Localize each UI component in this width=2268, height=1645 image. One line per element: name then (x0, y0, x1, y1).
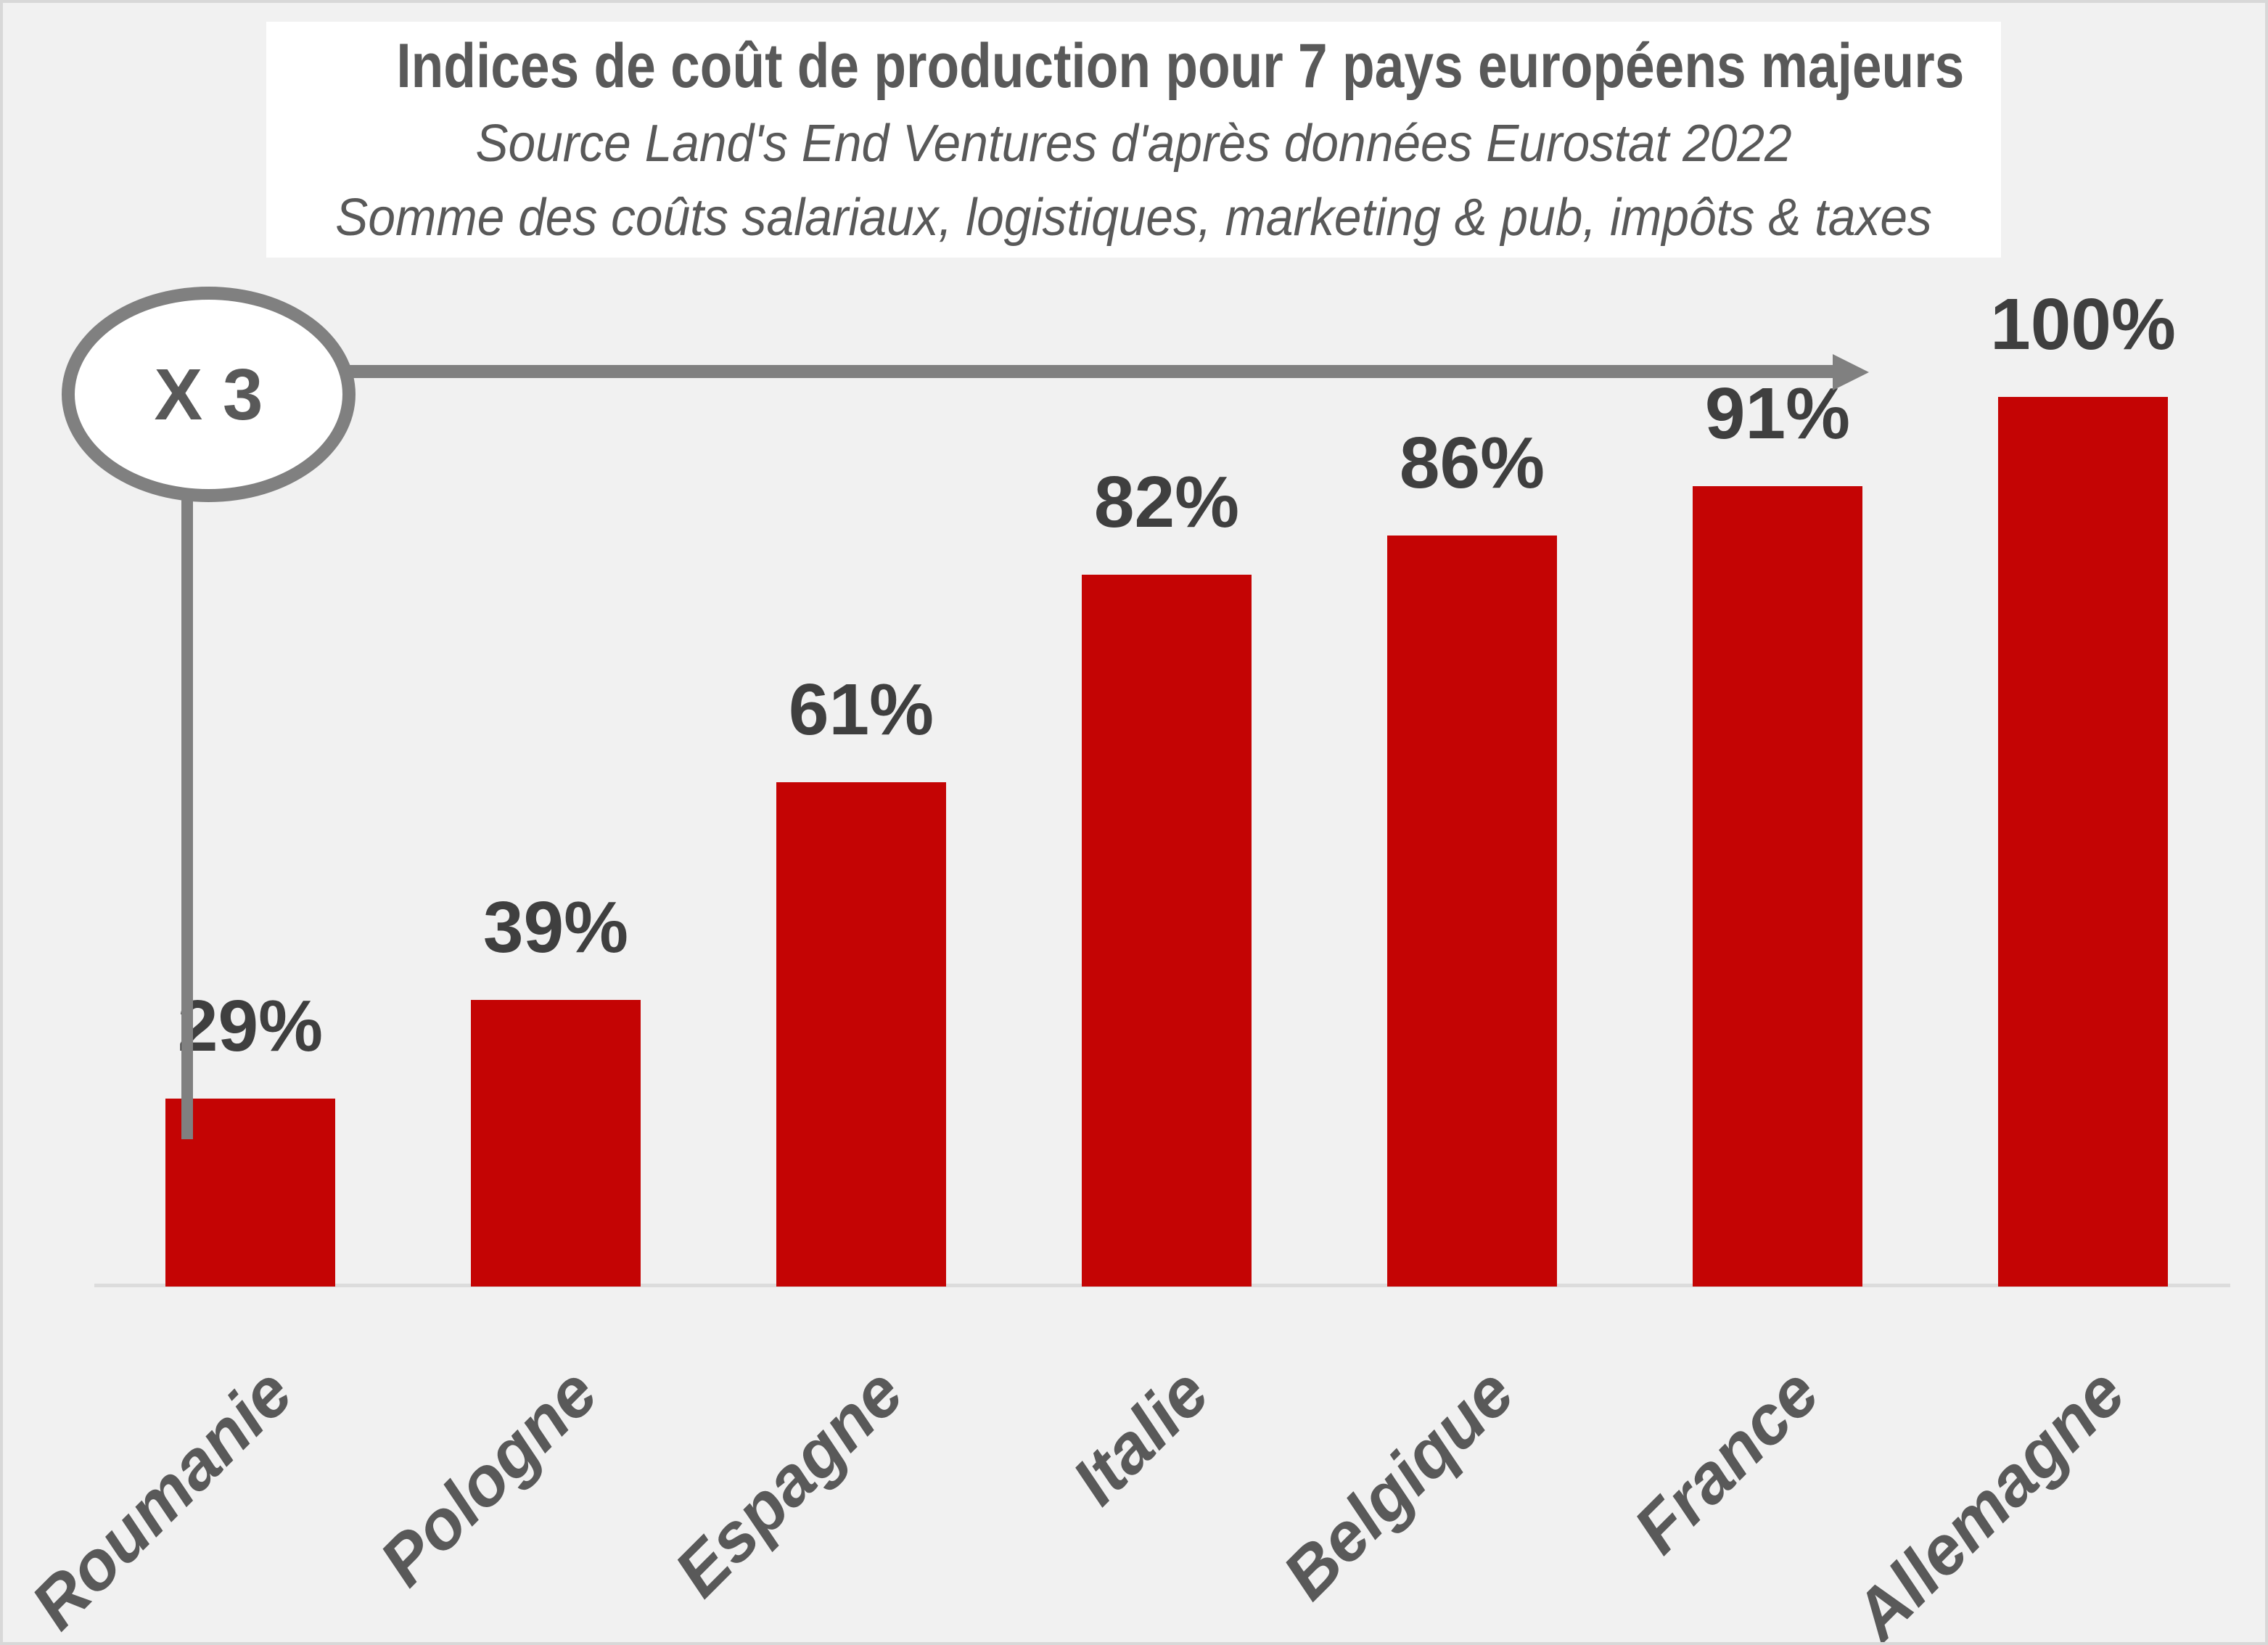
bar-espagne (776, 782, 946, 1287)
bar-italie (1082, 575, 1252, 1287)
annotation-multiplier-label: X 3 (154, 353, 263, 435)
value-label-espagne: 61% (788, 669, 934, 750)
bar-roumanie (165, 1099, 335, 1287)
chart-subtitle-detail: Somme des coûts salariaux, logistiques, … (335, 188, 1932, 247)
annotation-ellipse: X 3 (62, 287, 356, 502)
value-label-pologne: 39% (482, 887, 629, 968)
chart-title: Indices de coût de production pour 7 pay… (396, 30, 1965, 101)
category-label-italie: Italie (1057, 1353, 1223, 1519)
value-label-allemagne: 100% (1990, 284, 2176, 365)
value-label-roumanie: 29% (177, 985, 324, 1067)
title-box: Indices de coût de production pour 7 pay… (266, 22, 2001, 258)
category-label-espagne: Espagne (660, 1353, 918, 1612)
category-label-belgique: Belgique (1268, 1353, 1529, 1615)
category-label-allemagne: Allemagne (1838, 1353, 2140, 1645)
value-label-france: 91% (1704, 373, 1851, 454)
bar-pologne (471, 1000, 641, 1287)
bar-allemagne (1998, 397, 2168, 1287)
chart-subtitle-source: Source Land's End Ventures d'après donné… (475, 114, 1792, 173)
value-label-italie: 82% (1093, 461, 1240, 543)
value-label-belgique: 86% (1399, 422, 1545, 504)
category-label-pologne: Pologne (365, 1353, 612, 1601)
bar-belgique (1387, 536, 1557, 1287)
annotation-arrow-head-icon (1833, 354, 1869, 390)
annotation-arrow-shaft (348, 365, 1833, 378)
category-label-france: France (1619, 1353, 1834, 1569)
category-label-roumanie: Roumanie (17, 1353, 307, 1644)
annotation-vertical-line (181, 493, 193, 1139)
bar-france (1693, 486, 1862, 1287)
